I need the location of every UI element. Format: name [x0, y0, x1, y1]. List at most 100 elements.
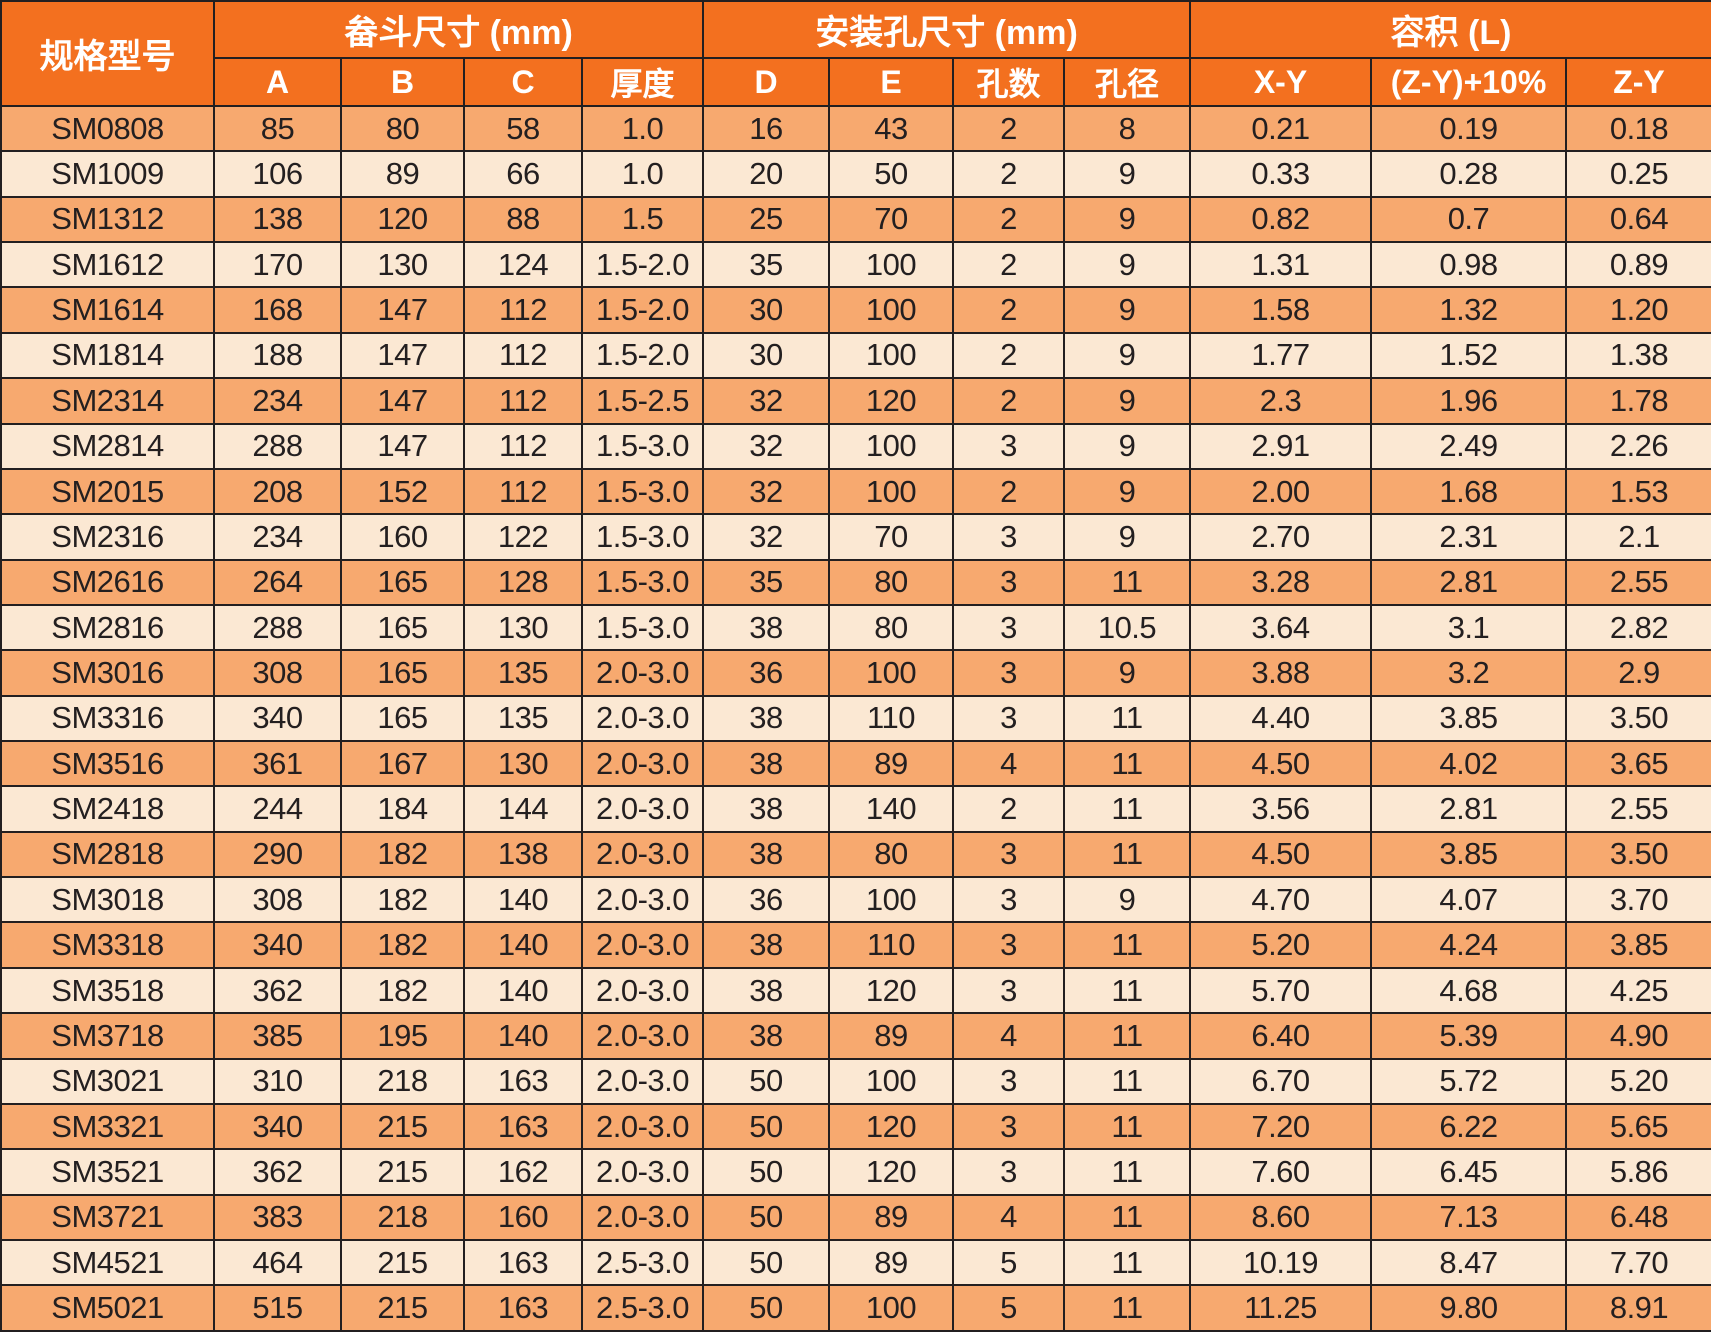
value-cell: 4 — [952, 1193, 1065, 1241]
value-cell: 2.82 — [1565, 603, 1711, 652]
value-cell: 7.60 — [1189, 1148, 1372, 1196]
value-cell: 100 — [828, 876, 954, 924]
value-cell: 0.82 — [1189, 195, 1372, 244]
value-cell: 138 — [213, 195, 342, 244]
table-row: SM3318 340 182 140 2.0-3.0 38 110 3 11 5.20 4.24 3.… — [0, 921, 1711, 969]
value-cell: 3.50 — [1565, 694, 1711, 743]
value-cell: 112 — [463, 422, 583, 470]
value-cell: 38 — [702, 1012, 830, 1060]
value-cell: 130 — [340, 241, 465, 289]
value-cell: 50 — [702, 1102, 830, 1151]
value-cell: 2 — [952, 104, 1065, 153]
value-cell: 2.0-3.0 — [581, 1148, 704, 1196]
value-cell: 1.96 — [1370, 377, 1567, 425]
value-cell: 4.02 — [1370, 740, 1567, 788]
value-cell: 100 — [828, 1284, 954, 1332]
value-cell: 140 — [463, 876, 583, 924]
value-cell: 1.5-2.0 — [581, 241, 704, 289]
table-row: SM0808 85 80 58 1.0 16 43 2 8 0.21 0.19 0.18 — [0, 104, 1711, 153]
value-cell: 1.38 — [1565, 331, 1711, 380]
value-cell: 11 — [1063, 921, 1191, 969]
table-row: SM1009 106 89 66 1.0 20 50 2 9 0.33 0.28 0.25 — [0, 150, 1711, 198]
value-cell: 2.55 — [1565, 558, 1711, 606]
value-cell: 3 — [952, 876, 1065, 924]
value-cell: 0.28 — [1370, 150, 1567, 198]
value-cell: 163 — [463, 1057, 583, 1105]
value-cell: 50 — [828, 150, 954, 198]
table-row: SM2616 264 165 128 1.5-3.0 35 80 3 11 3.28 2.81 2.5… — [0, 558, 1711, 606]
value-cell: 70 — [828, 195, 954, 244]
value-cell: 234 — [213, 513, 342, 561]
model-cell: SM3318 — [0, 921, 215, 969]
value-cell: 100 — [828, 331, 954, 380]
value-cell: 464 — [213, 1238, 342, 1287]
value-cell: 2.26 — [1565, 422, 1711, 470]
value-cell: 120 — [828, 966, 954, 1015]
model-cell: SM3718 — [0, 1012, 215, 1060]
value-cell: 80 — [828, 603, 954, 652]
value-cell: 215 — [340, 1238, 465, 1287]
value-cell: 383 — [213, 1193, 342, 1241]
value-cell: 1.5-2.0 — [581, 331, 704, 380]
value-cell: 0.89 — [1565, 241, 1711, 289]
value-cell: 170 — [213, 241, 342, 289]
value-cell: 1.5 — [581, 195, 704, 244]
value-cell: 2.0-3.0 — [581, 649, 704, 697]
value-cell: 184 — [340, 785, 465, 833]
table-body: SM0808 85 80 58 1.0 16 43 2 8 0.21 0.19 0.18 SM1009 1… — [0, 104, 1711, 1332]
value-cell: 3.28 — [1189, 558, 1372, 606]
value-cell: 50 — [702, 1148, 830, 1196]
value-cell: 3 — [952, 1057, 1065, 1105]
value-cell: 308 — [213, 649, 342, 697]
value-cell: 7.13 — [1370, 1193, 1567, 1241]
table-row: SM3316 340 165 135 2.0-3.0 38 110 3 11 4.40 3.85 3.… — [0, 694, 1711, 743]
value-cell: 165 — [340, 603, 465, 652]
value-cell: 50 — [702, 1057, 830, 1105]
model-cell: SM1312 — [0, 195, 215, 244]
model-cell: SM3321 — [0, 1102, 215, 1151]
value-cell: 2.3 — [1189, 377, 1372, 425]
model-cell: SM3018 — [0, 876, 215, 924]
value-cell: 0.64 — [1565, 195, 1711, 244]
value-cell: 2 — [952, 785, 1065, 833]
value-cell: 6.22 — [1370, 1102, 1567, 1151]
value-cell: 4.24 — [1370, 921, 1567, 969]
subheader-zy: Z-Y — [1565, 57, 1711, 107]
value-cell: 7.70 — [1565, 1238, 1711, 1287]
value-cell: 4 — [952, 1012, 1065, 1060]
value-cell: 1.58 — [1189, 286, 1372, 334]
value-cell: 147 — [340, 286, 465, 334]
value-cell: 195 — [340, 1012, 465, 1060]
model-cell: SM2418 — [0, 785, 215, 833]
value-cell: 2 — [952, 150, 1065, 198]
value-cell: 208 — [213, 467, 342, 516]
value-cell: 362 — [213, 966, 342, 1015]
subheader-xy: X-Y — [1189, 57, 1372, 107]
model-cell: SM2818 — [0, 830, 215, 879]
value-cell: 160 — [340, 513, 465, 561]
value-cell: 38 — [702, 785, 830, 833]
value-cell: 112 — [463, 377, 583, 425]
value-cell: 9 — [1063, 241, 1191, 289]
model-cell: SM2314 — [0, 377, 215, 425]
table-row: SM3518 362 182 140 2.0-3.0 38 120 3 11 5.70 4.68 4.… — [0, 966, 1711, 1015]
value-cell: 140 — [463, 1012, 583, 1060]
value-cell: 3.1 — [1370, 603, 1567, 652]
table-row: SM3718 385 195 140 2.0-3.0 38 89 4 11 6.40 5.39 4.9… — [0, 1012, 1711, 1060]
value-cell: 70 — [828, 513, 954, 561]
value-cell: 3 — [952, 649, 1065, 697]
value-cell: 1.0 — [581, 104, 704, 153]
value-cell: 1.5-2.5 — [581, 377, 704, 425]
value-cell: 288 — [213, 603, 342, 652]
table-row: SM3021 310 218 163 2.0-3.0 50 100 3 11 6.70 5.72 5.… — [0, 1057, 1711, 1105]
value-cell: 4 — [952, 740, 1065, 788]
value-cell: 6.70 — [1189, 1057, 1372, 1105]
value-cell: 43 — [828, 104, 954, 153]
value-cell: 9 — [1063, 150, 1191, 198]
value-cell: 163 — [463, 1284, 583, 1332]
value-cell: 2 — [952, 467, 1065, 516]
table-row: SM3321 340 215 163 2.0-3.0 50 120 3 11 7.20 6.22 5.… — [0, 1102, 1711, 1151]
value-cell: 11 — [1063, 694, 1191, 743]
value-cell: 1.53 — [1565, 467, 1711, 516]
